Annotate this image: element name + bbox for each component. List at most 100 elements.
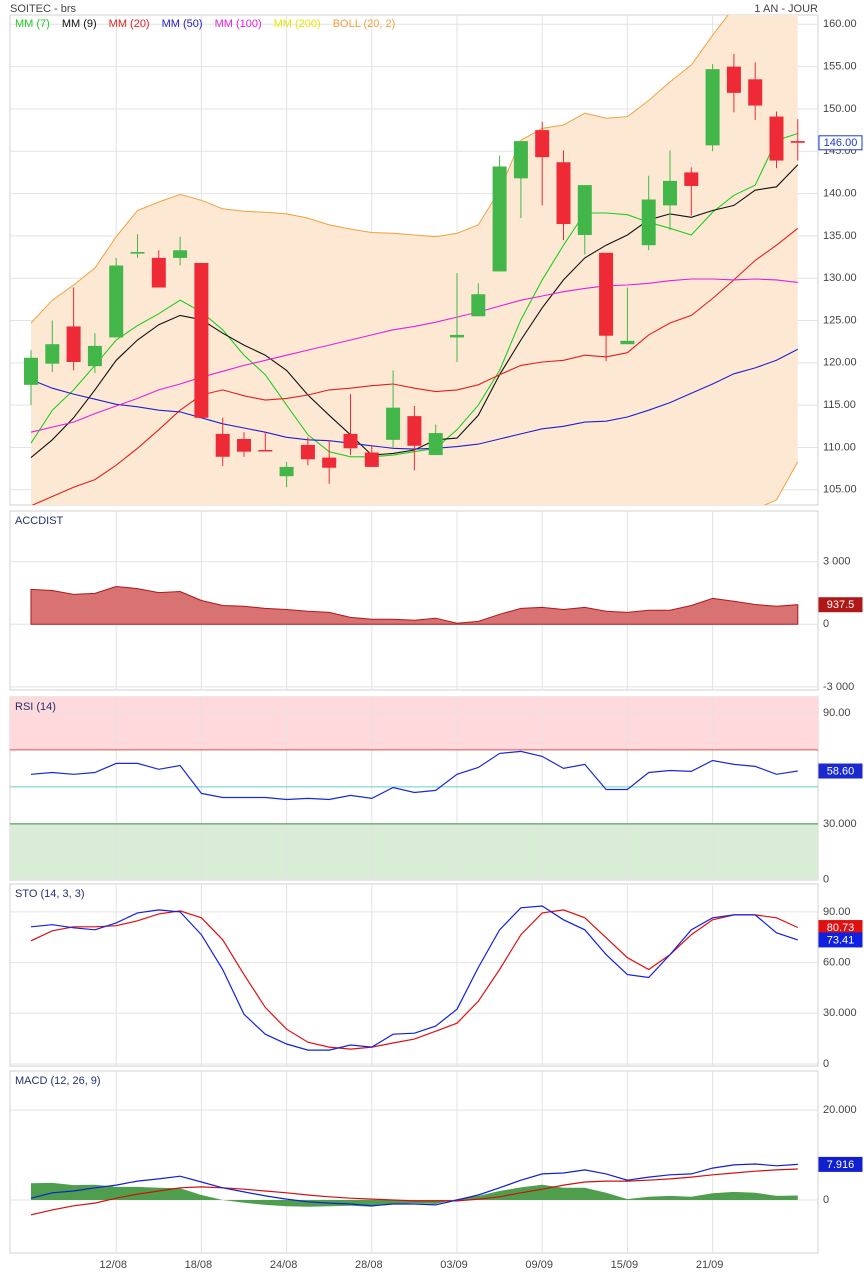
legend-entry: MM (7) — [15, 18, 50, 30]
y-tick-label: 90.00 — [823, 906, 851, 918]
candle-body — [279, 466, 294, 477]
candle-body — [194, 262, 209, 418]
last-value-box — [818, 932, 863, 948]
y-tick-label: 120.00 — [823, 357, 857, 369]
candle-body — [577, 185, 592, 236]
last-value-label: 58.60 — [827, 765, 855, 777]
panel-frame — [9, 883, 819, 1067]
chart-title: SOITEC - brs — [10, 3, 77, 15]
candle-body — [130, 251, 145, 254]
candle-body — [45, 344, 60, 364]
y-tick-label: 0 — [823, 618, 829, 630]
y-tick-label: -3 000 — [823, 681, 854, 693]
last-value-label: 73.41 — [827, 934, 855, 946]
candle-body — [407, 416, 422, 446]
y-tick-label: 135.00 — [823, 230, 857, 242]
indicator-line — [30, 1163, 798, 1207]
candle-body — [705, 69, 720, 146]
moving-average — [31, 227, 799, 505]
x-tick-label: 15/09 — [611, 1259, 639, 1271]
legend-entry: MM (100) — [215, 18, 262, 30]
legend-entry: MM (9) — [62, 18, 97, 30]
indicator-line — [30, 1168, 798, 1216]
legend-entry: MM (20) — [109, 18, 150, 30]
y-tick-label: 155.00 — [823, 61, 857, 73]
candle-body — [556, 162, 571, 225]
plot-area — [10, 1071, 818, 1253]
candle-body — [641, 199, 656, 246]
x-tick-label: 18/08 — [185, 1259, 213, 1271]
candle-body — [535, 130, 550, 158]
plot-area — [10, 511, 818, 690]
candle-body — [322, 457, 337, 468]
y-tick-label: 130.00 — [823, 272, 857, 284]
panel-title: RSI (14) — [15, 701, 56, 713]
y-tick-label: 0 — [823, 1058, 829, 1070]
y-tick-label: 20.000 — [823, 1104, 857, 1116]
last-value-label: 7.916 — [827, 1159, 855, 1171]
candle-body — [663, 180, 677, 206]
panel-title: ACCDIST — [15, 515, 64, 527]
panel-title: STO (14, 3, 3) — [15, 888, 85, 900]
plot-area — [10, 15, 818, 505]
panel-frame — [9, 1070, 819, 1254]
bollinger-fill — [31, 15, 798, 505]
last-value-box — [818, 763, 863, 779]
plot-area — [10, 697, 818, 880]
x-tick-label: 09/09 — [525, 1259, 553, 1271]
area — [30, 585, 799, 625]
y-tick-label: 125.00 — [823, 314, 857, 326]
panel-title: MACD (12, 26, 9) — [15, 1075, 101, 1087]
last-value-box — [818, 135, 863, 151]
y-tick-label: 115.00 — [823, 399, 856, 411]
area — [31, 1182, 798, 1207]
candle-body — [620, 340, 635, 345]
candle-body — [599, 252, 614, 336]
last-value-box — [818, 597, 863, 613]
candle-body — [492, 166, 507, 272]
candle-body — [237, 438, 251, 452]
candle-body — [428, 433, 443, 456]
candle-body — [790, 141, 805, 143]
y-tick-label: 90.00 — [823, 707, 851, 719]
last-value-label: 146.00 — [824, 137, 858, 149]
y-tick-label: 30.000 — [823, 1007, 857, 1019]
chart-period: 1 AN - JOUR — [754, 3, 818, 15]
y-tick-label: 0 — [823, 873, 829, 885]
candle-body — [173, 250, 188, 258]
candle-body — [109, 265, 124, 338]
candle-body — [684, 172, 699, 186]
overbought-zone — [10, 697, 818, 750]
last-value-box — [818, 1156, 863, 1172]
candle-body — [450, 334, 464, 338]
y-tick-label: 3 000 — [823, 556, 851, 568]
candle-body — [300, 444, 315, 460]
x-tick-label: 24/08 — [270, 1259, 298, 1271]
y-tick-label: 0 — [823, 1194, 829, 1206]
y-tick-label: 105.00 — [823, 484, 857, 496]
candle-body — [513, 141, 528, 179]
x-tick-label: 03/09 — [440, 1259, 468, 1271]
candle-body — [364, 452, 379, 467]
candle-body — [66, 326, 81, 362]
candle-body — [215, 433, 230, 457]
oversold-zone — [10, 823, 818, 880]
last-value-label: 80.73 — [827, 922, 855, 934]
plot-area — [10, 884, 818, 1066]
moving-average — [30, 278, 798, 433]
candle-body — [343, 433, 358, 449]
indicator-line — [30, 905, 798, 1051]
y-tick-label: 140.00 — [823, 187, 857, 199]
y-tick-label: 150.00 — [823, 103, 857, 115]
candle-body — [769, 116, 784, 161]
candle-body — [726, 66, 741, 93]
legend-entry: BOLL (20, 2) — [333, 18, 396, 30]
x-tick-label: 12/08 — [99, 1259, 127, 1271]
legend-entry: MM (200) — [274, 18, 321, 30]
candle-body — [471, 294, 486, 317]
candle-body — [87, 345, 102, 367]
y-tick-label: 110.00 — [823, 441, 856, 453]
y-tick-label: 60.00 — [823, 956, 851, 968]
